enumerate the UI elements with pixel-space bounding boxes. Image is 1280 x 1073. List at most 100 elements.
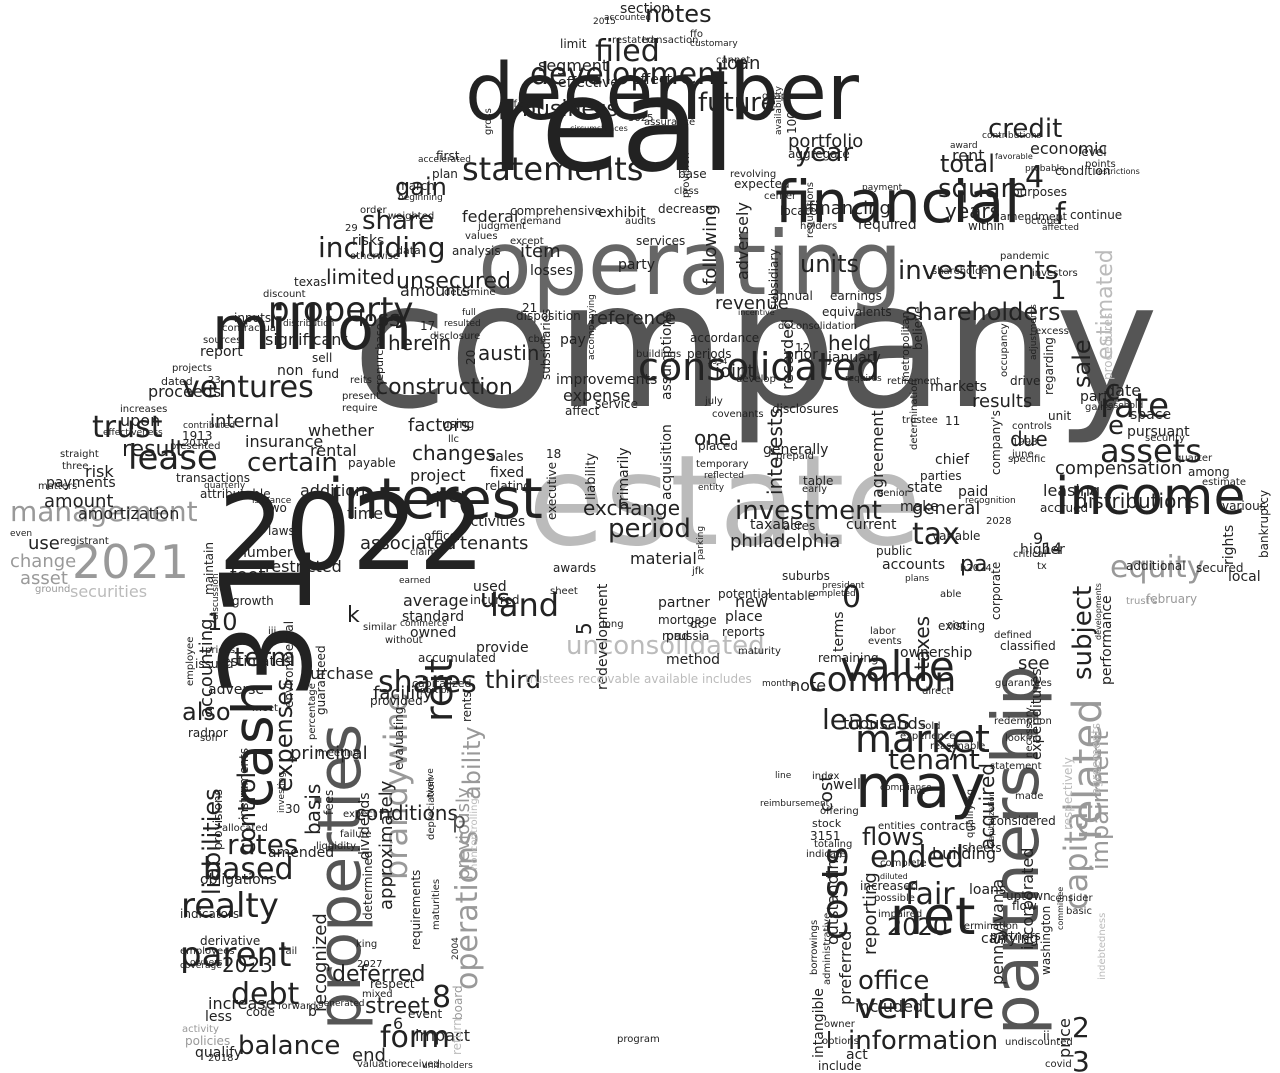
cloud-word: well <box>833 777 861 794</box>
cloud-word: tenant <box>888 743 980 777</box>
cloud-word: thousands <box>843 714 927 734</box>
cloud-word: sheets <box>962 840 1002 855</box>
cloud-word: effect <box>632 72 673 89</box>
cloud-word: make <box>900 499 939 516</box>
cloud-word: economic <box>1030 139 1108 159</box>
cloud-word: public <box>876 543 913 558</box>
cloud-word: agreement <box>868 410 887 498</box>
cloud-word: audits <box>625 215 656 227</box>
cloud-word: lease <box>128 438 218 479</box>
cloud-word: respectively <box>1061 757 1075 830</box>
cloud-word: non <box>277 363 304 380</box>
cloud-word: value <box>840 642 955 692</box>
cloud-word: otherwise <box>350 250 399 262</box>
cloud-word: carrying <box>981 931 1039 948</box>
cloud-word: demand <box>520 215 562 227</box>
cloud-word: insurance <box>245 432 324 452</box>
cloud-word: variable <box>932 528 981 543</box>
cloud-word: 20 <box>464 349 478 365</box>
cloud-word: texas <box>294 274 327 289</box>
cloud-word: filed <box>595 33 660 69</box>
cloud-word: regarding <box>1042 337 1056 395</box>
cloud-word: exchange <box>583 496 681 520</box>
cloud-word: allocated <box>222 822 268 834</box>
cloud-word: indicate <box>806 848 846 860</box>
cloud-word: activities <box>462 514 526 531</box>
cloud-word: data <box>396 243 421 257</box>
cloud-word: accumulated <box>418 650 496 665</box>
cloud-word: long <box>602 618 624 630</box>
cloud-word: management <box>10 495 198 529</box>
cloud-word: payment <box>862 183 903 194</box>
cloud-word: even <box>10 529 33 540</box>
cloud-word: 2015 <box>593 17 616 28</box>
cloud-word: incurred <box>470 592 520 607</box>
cloud-word: flow <box>1012 898 1037 913</box>
cloud-word: capitalization <box>987 791 996 845</box>
cloud-word: meeting <box>318 747 360 759</box>
cloud-word: deferred <box>332 962 426 988</box>
cloud-word: accompanying <box>587 294 597 360</box>
cloud-word: specific <box>1008 453 1046 465</box>
cloud-word: presented <box>170 440 221 452</box>
cloud-word: possible <box>874 892 915 904</box>
cloud-word: 1913 <box>182 428 213 443</box>
cloud-word: ground <box>35 583 71 595</box>
cloud-word: estimate <box>1202 476 1247 488</box>
cloud-word: purchase <box>300 664 374 684</box>
cloud-word: ffo <box>690 28 704 40</box>
cloud-word: parking <box>696 525 706 560</box>
cloud-word: taxes <box>910 615 934 670</box>
cloud-word: average <box>403 591 469 611</box>
cloud-word: buildings <box>636 348 682 360</box>
cloud-word: temporary <box>696 458 749 470</box>
cloud-word: first <box>436 148 460 163</box>
cloud-word: metropolitan <box>899 311 912 382</box>
cloud-word: adverse <box>208 682 265 699</box>
cloud-word: code <box>246 1004 275 1019</box>
cloud-word: valuation <box>357 1058 404 1070</box>
cloud-word: sell <box>312 350 333 365</box>
cloud-word: partner <box>658 595 710 612</box>
cloud-word: 4 <box>1025 159 1045 195</box>
cloud-word: due <box>1010 427 1048 451</box>
cloud-word: higher <box>1020 542 1065 559</box>
cloud-word: company <box>352 245 1159 449</box>
cloud-word: 6 <box>393 1014 404 1034</box>
cloud-word: february <box>1146 591 1198 606</box>
cloud-word: 2028 <box>986 515 1012 527</box>
cloud-word: award <box>950 141 978 152</box>
cloud-word: pursuant <box>1127 424 1190 441</box>
cloud-word: march <box>397 178 435 193</box>
cloud-word: 1998 <box>1012 436 1038 448</box>
cloud-word: discussion <box>211 573 221 620</box>
cloud-word: accounts <box>882 557 946 574</box>
cloud-word: index <box>812 770 840 782</box>
cloud-word: october <box>1025 215 1064 227</box>
cloud-word: secured <box>1196 560 1244 575</box>
cloud-word: rent <box>952 146 985 166</box>
cloud-word: dc <box>690 616 705 631</box>
cloud-word: credit <box>988 113 1063 144</box>
cloud-word: payable <box>348 455 396 470</box>
cloud-word: expense <box>563 386 631 406</box>
cloud-word: 21 <box>522 300 538 315</box>
cloud-word: expected <box>734 176 790 191</box>
cloud-word: options <box>822 1035 859 1047</box>
cloud-word: favorable <box>995 152 1033 162</box>
cloud-word: present <box>342 390 381 402</box>
cloud-word: procedures <box>1101 312 1115 380</box>
cloud-word: one <box>694 426 732 450</box>
cloud-word: prepaid <box>776 450 814 462</box>
cloud-word: subsidiaries <box>539 308 553 380</box>
cloud-word: 23 <box>208 374 221 386</box>
cloud-word: mortgage <box>658 612 717 627</box>
cloud-word: tx <box>1037 560 1047 572</box>
cloud-word: portion <box>420 686 453 697</box>
cloud-word: earned <box>399 576 431 587</box>
cloud-word: fees <box>322 789 336 815</box>
cloud-word: table <box>803 473 834 488</box>
cloud-word: k <box>347 603 360 629</box>
cloud-word: full <box>462 308 476 319</box>
cloud-word: affected <box>1042 223 1079 234</box>
